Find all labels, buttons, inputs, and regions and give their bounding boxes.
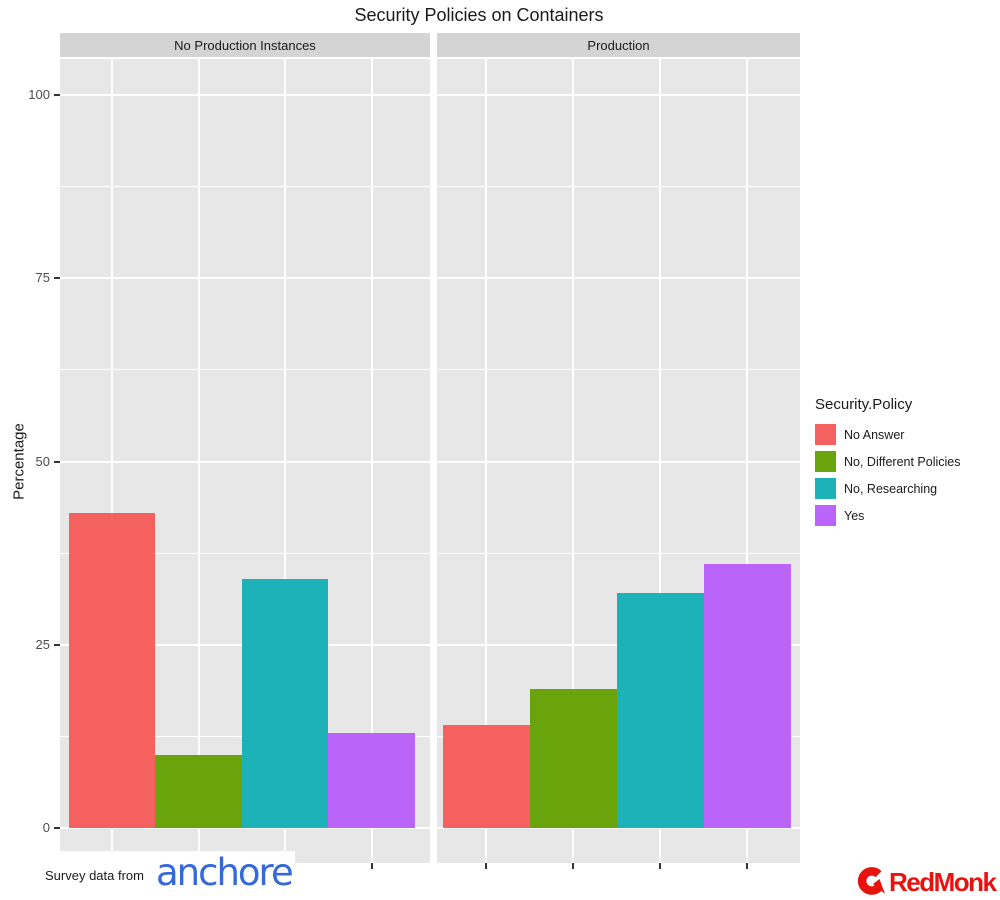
bar-yes xyxy=(328,732,415,828)
legend-swatch xyxy=(815,451,836,472)
y-axis-tick xyxy=(54,94,60,96)
bar-no-different-policies xyxy=(155,754,242,828)
legend-items: No Answer No, Different Policies No, Resea… xyxy=(815,421,1000,529)
y-axis-tick-label: 75 xyxy=(35,270,50,286)
gridline-vertical xyxy=(659,59,661,863)
bar-no-researching xyxy=(241,578,329,828)
gridline-minor xyxy=(60,369,430,371)
gridline-major xyxy=(60,460,430,463)
gridline-major xyxy=(437,94,800,96)
gridline-major xyxy=(60,827,430,829)
gridline-vertical xyxy=(111,59,113,863)
legend-item-label: No, Different Policies xyxy=(844,454,961,469)
x-axis-tick xyxy=(485,863,487,869)
bar-no-answer xyxy=(442,725,530,828)
facet-strip-no-production: No Production Instances xyxy=(60,33,430,57)
y-axis-tick-label: 0 xyxy=(42,820,50,835)
redmonk-logo: RedMonk xyxy=(856,866,997,898)
legend-item-label: No Answer xyxy=(844,427,905,442)
bar-no-answer xyxy=(68,512,156,828)
gridline-major xyxy=(437,460,800,463)
gridline-major xyxy=(437,277,800,280)
gridline-major xyxy=(60,94,430,96)
gridline-vertical xyxy=(485,59,487,863)
y-axis-tick-label: 25 xyxy=(35,636,50,652)
x-axis-tick xyxy=(572,863,574,869)
gridline-major xyxy=(437,827,800,829)
attribution-text: Survey data from xyxy=(45,868,144,883)
gridline-vertical xyxy=(370,59,373,863)
legend-swatch xyxy=(815,478,836,499)
legend-item-label: Yes xyxy=(844,508,865,523)
legend-item-label: No, Researching xyxy=(844,481,938,496)
x-axis-tick xyxy=(370,863,373,869)
legend: Security.Policy No Answer No, Different P… xyxy=(815,396,1000,529)
bar-no-different-policies xyxy=(529,688,617,828)
y-axis-tick-label: 100 xyxy=(28,87,50,102)
gridline-minor xyxy=(437,186,800,188)
gridline-minor xyxy=(437,369,800,371)
bar-yes xyxy=(703,564,791,828)
redmonk-logo-text: RedMonk xyxy=(889,866,997,897)
redmonk-icon xyxy=(857,867,885,895)
legend-item: No, Different Policies xyxy=(815,448,1000,475)
gridline-minor xyxy=(60,552,430,554)
gridline-major xyxy=(60,277,430,280)
y-axis-tick xyxy=(54,460,60,463)
gridline-vertical xyxy=(284,59,286,863)
y-axis-tick xyxy=(54,643,60,646)
attribution: Survey data from anchore xyxy=(0,851,295,900)
facet-panel-production xyxy=(437,59,800,863)
legend-item: Yes xyxy=(815,502,1000,529)
x-axis-tick xyxy=(746,863,748,869)
y-axis-tick-label: 50 xyxy=(35,453,50,469)
facet-strip-label: Production xyxy=(587,37,650,53)
y-axis-tick xyxy=(54,277,60,280)
legend-swatch xyxy=(815,505,836,526)
x-axis-tick xyxy=(659,863,661,869)
facet-strip-label: No Production Instances xyxy=(174,37,316,53)
chart-title: Security Policies on Containers xyxy=(354,5,604,25)
bar-no-researching xyxy=(616,593,704,828)
legend-title: Security.Policy xyxy=(815,396,913,413)
gridline-minor xyxy=(60,186,430,188)
gridline-vertical xyxy=(572,59,574,863)
legend-item: No, Researching xyxy=(815,475,1000,502)
facet-strip-production: Production xyxy=(437,33,800,57)
legend-swatch xyxy=(815,424,836,445)
legend-item: No Answer xyxy=(815,421,1000,448)
anchore-logo: anchore xyxy=(156,850,294,894)
y-axis-tick xyxy=(54,827,60,829)
gridline-vertical xyxy=(746,59,748,863)
gridline-vertical xyxy=(197,59,200,863)
gridline-minor xyxy=(437,552,800,554)
facet-panel-no-production xyxy=(60,59,430,863)
